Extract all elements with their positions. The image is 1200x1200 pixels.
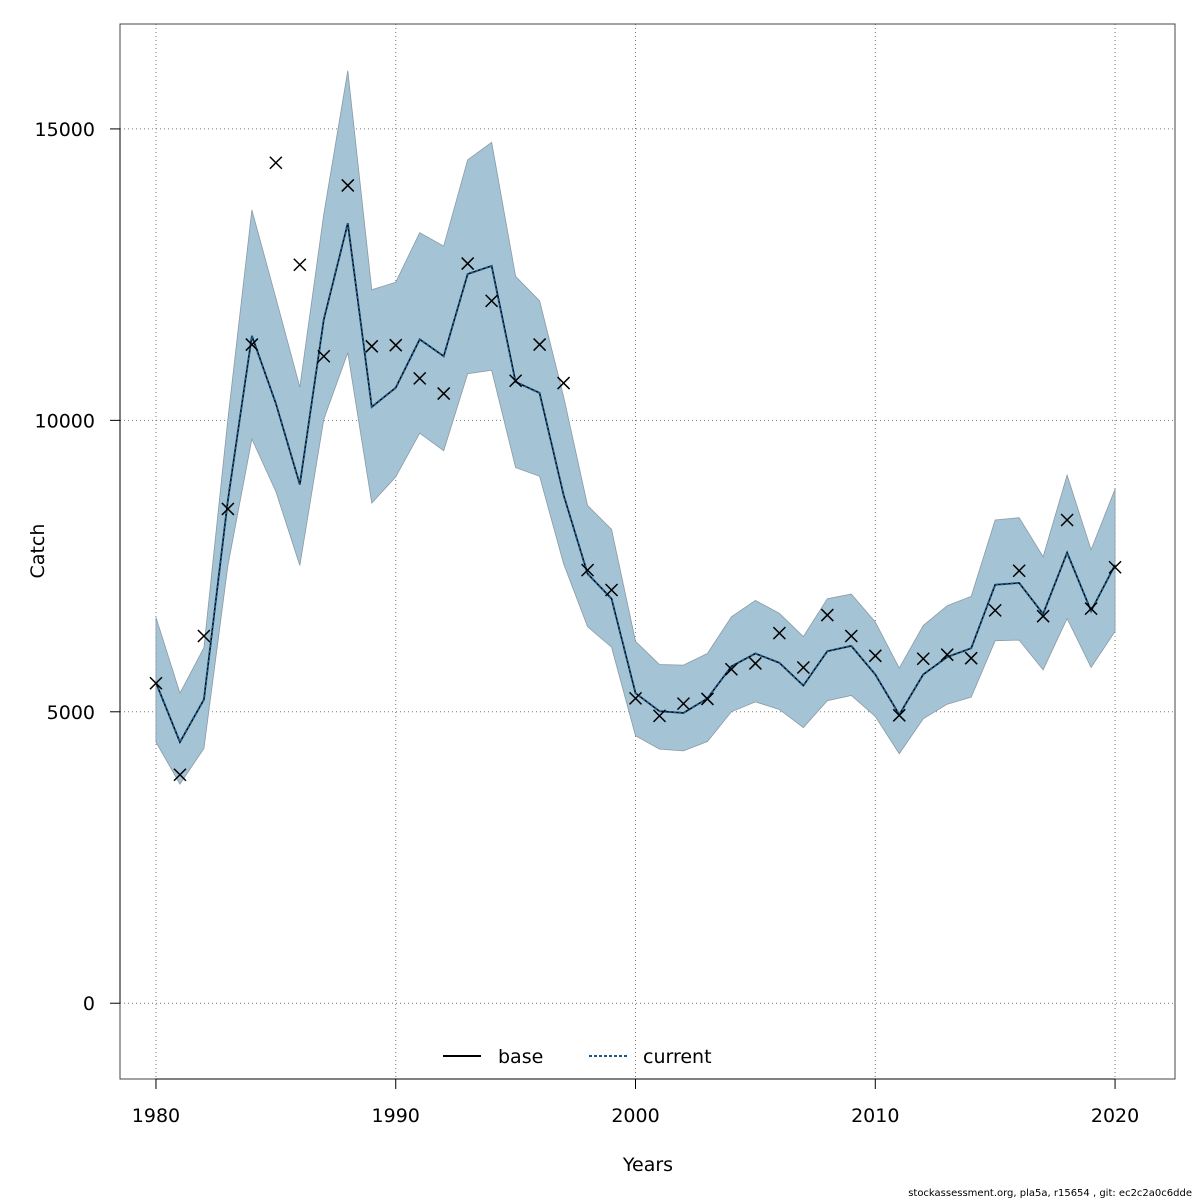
observation-point [844, 629, 858, 643]
observation-point [796, 660, 810, 675]
observation-point [365, 339, 379, 353]
observation-point [868, 649, 882, 663]
observation-point [245, 338, 259, 352]
observation-point [964, 651, 978, 665]
y-axis-title: Catch [27, 524, 49, 579]
observation-point [1108, 560, 1122, 574]
observation-point [197, 629, 211, 643]
observation-point [772, 626, 786, 640]
y-tick-label: 5000 [47, 702, 95, 724]
observation-point [988, 603, 1002, 617]
observation-point [509, 374, 523, 388]
observation-point [461, 257, 475, 271]
x-tick-label: 1990 [372, 1105, 420, 1127]
observation-points [149, 156, 1122, 782]
observation-point [581, 563, 595, 577]
observation-point [628, 691, 643, 705]
observation-point [605, 583, 619, 597]
observation-point [389, 338, 403, 352]
observation-point [341, 178, 355, 192]
observation-point [1060, 513, 1074, 527]
legend-base-label: base [498, 1046, 543, 1068]
footer-credit: stockassessment.org, pla5a, r15654 , git… [908, 1188, 1192, 1199]
observation-point [676, 697, 690, 711]
x-axis-title: Years [622, 1154, 673, 1176]
observation-point [149, 676, 163, 690]
observation-point [1084, 602, 1098, 616]
observation-point [1036, 609, 1050, 623]
observation-point [724, 662, 738, 676]
observation-point [173, 768, 187, 782]
confidence-band-area [155, 70, 1116, 785]
observation-point [557, 376, 571, 390]
series-lines [155, 223, 1116, 745]
y-axis: 0 5000 10000 15000 [35, 119, 121, 1015]
observation-point [700, 692, 714, 706]
observation-point [437, 387, 451, 401]
observation-point [221, 502, 235, 516]
x-tick-label: 1980 [132, 1105, 180, 1127]
y-tick-label: 10000 [35, 410, 95, 432]
x-axis: 1980 1990 2000 2010 2020 [132, 1078, 1139, 1127]
observation-point [317, 349, 331, 363]
y-tick-label: 15000 [35, 119, 95, 141]
observation-point [293, 258, 307, 272]
observation-point [533, 338, 547, 352]
x-tick-label: 2000 [611, 1105, 659, 1127]
observation-point [413, 371, 427, 385]
series-line-current [155, 223, 1116, 745]
x-tick-label: 2010 [851, 1105, 899, 1127]
observation-point [892, 708, 906, 722]
confidence-band [155, 70, 1116, 785]
y-tick-label: 0 [83, 993, 95, 1015]
observation-point [652, 709, 667, 723]
observation-point [485, 294, 499, 308]
observation-point [1012, 564, 1026, 578]
legend: base current [443, 1046, 712, 1068]
observation-point [916, 652, 930, 666]
legend-current-label: current [643, 1046, 712, 1068]
observation-point [820, 608, 834, 622]
observation-point [940, 648, 954, 662]
x-tick-label: 2020 [1091, 1105, 1139, 1127]
observation-point [748, 656, 762, 670]
observation-point [269, 156, 283, 170]
